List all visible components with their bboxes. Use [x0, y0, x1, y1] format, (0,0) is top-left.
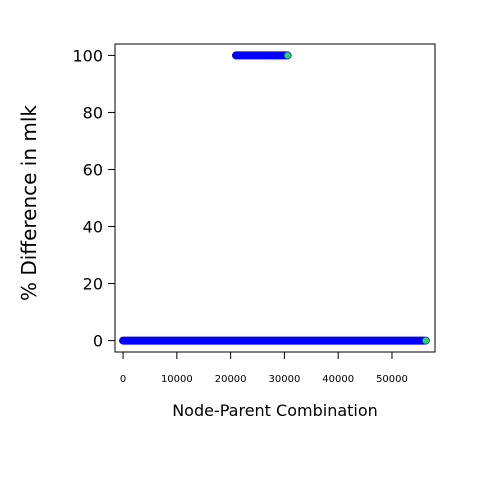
- data-point: [283, 51, 292, 60]
- data-point: [421, 336, 430, 345]
- x-axis: 0 10000 20000 30000 40000 50000: [120, 352, 408, 385]
- x-tick-label: 50000: [376, 374, 408, 385]
- x-axis-label: Node-Parent Combination: [172, 401, 378, 420]
- x-tick-label: 0: [120, 374, 126, 385]
- y-tick-label: 0: [93, 332, 103, 351]
- series-layer: [119, 51, 430, 345]
- y-tick-label: 60: [83, 160, 103, 179]
- x-tick-label: 20000: [215, 374, 247, 385]
- x-tick-label: 40000: [322, 374, 354, 385]
- y-tick-label: 40: [83, 218, 103, 237]
- x-tick-label: 10000: [161, 374, 193, 385]
- plot-frame: [114, 43, 436, 353]
- y-axis: 0 20 40 60 80 100: [72, 46, 115, 351]
- y-axis-label: % Difference in mlk: [17, 105, 41, 301]
- y-tick-label: 100: [72, 46, 103, 65]
- x-tick-label: 30000: [269, 374, 301, 385]
- y-tick-label: 80: [83, 103, 103, 122]
- y-tick-label: 20: [83, 275, 103, 294]
